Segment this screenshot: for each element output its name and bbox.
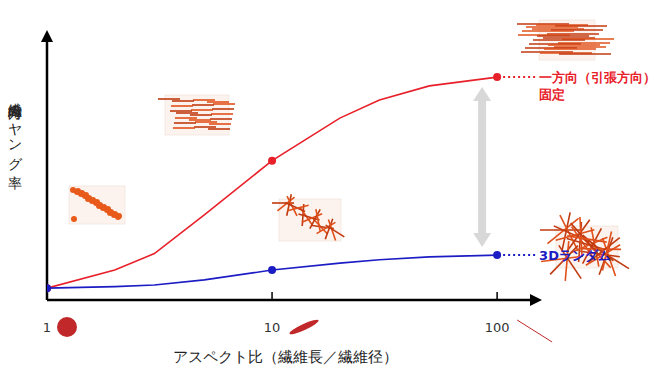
illustration-fiber: [193, 99, 215, 101]
fiber-icon: [517, 320, 552, 342]
illustration-fiber: [208, 128, 230, 130]
illustration-fiber: [544, 48, 596, 50]
illustration-fiber: [316, 209, 320, 231]
illustration-fiber: [210, 118, 232, 120]
illustration: [272, 194, 344, 241]
illustration: [69, 186, 125, 224]
illustration-particle: [116, 213, 122, 219]
chart-svg: 1 10 100 アスペクト比（繊維長／繊維径） 一方向（引張方向） 固定 3Dランダム: [0, 0, 658, 385]
illustrations: [69, 20, 629, 281]
illustration-particle: [105, 206, 111, 212]
gap-arrow: [478, 99, 486, 235]
illustration-fiber: [559, 53, 611, 55]
illustration-fiber: [212, 108, 234, 110]
illustration-fiber: [213, 103, 235, 105]
x-axis-arrow: [530, 294, 542, 306]
illustration: [540, 212, 629, 280]
illustration-fiber: [207, 101, 229, 103]
series-label: 3Dランダム: [539, 248, 611, 263]
leader-line: [503, 254, 535, 256]
y-axis-label: 繊維方向のヤング率: [6, 92, 24, 165]
illustration-fiber: [567, 236, 607, 242]
y-axis-arrow: [41, 30, 53, 42]
x-tick-label: 100: [485, 320, 510, 335]
illustration: [158, 95, 235, 135]
x-tick: [496, 292, 498, 300]
series-label-line: 固定: [539, 87, 565, 102]
illustration-fiber: [548, 44, 600, 46]
series-line: [47, 77, 497, 288]
illustration-box: [165, 95, 229, 135]
illustration-fiber: [537, 35, 589, 37]
chart-root: 1 10 100 アスペクト比（繊維長／繊維径） 一方向（引張方向） 固定 3Dランダム 繊…: [0, 0, 658, 385]
series-label-line: 3Dランダム: [539, 248, 611, 263]
illustration-fiber: [192, 104, 214, 106]
x-axis: [47, 299, 530, 302]
x-tick-label: 1: [43, 320, 51, 335]
illustration-fiber: [176, 112, 198, 114]
illustration-fiber: [190, 114, 212, 116]
illustration-fiber: [173, 127, 195, 129]
y-axis: [46, 42, 49, 300]
illustration-fiber: [287, 205, 308, 211]
leader-line: [503, 76, 535, 78]
series-point: [47, 284, 51, 292]
series-point: [493, 251, 501, 259]
illustration-fiber: [522, 30, 574, 32]
plot-area: [47, 73, 501, 292]
series-point: [47, 284, 51, 292]
series-line: [47, 255, 497, 288]
series-point: [268, 157, 276, 165]
illustration-fiber: [302, 214, 322, 223]
illustration-fiber: [211, 113, 233, 115]
illustration-fiber: [195, 121, 217, 123]
gap-arrow-head: [473, 233, 491, 247]
series-label-line: 一方向（引張方向）: [539, 70, 656, 85]
illustration: [517, 20, 614, 60]
illustration-fiber: [533, 39, 585, 41]
series-point: [268, 266, 276, 274]
x-tick: [46, 292, 48, 300]
fiber-icon: [288, 318, 320, 337]
illustration-fiber: [189, 119, 211, 121]
illustration-fiber: [526, 26, 578, 28]
illustration-fiber: [172, 100, 194, 102]
illustration-fiber: [209, 123, 231, 125]
illustration-box: [69, 186, 125, 224]
series-point: [493, 73, 501, 81]
sphere-icon: [57, 317, 77, 337]
x-axis-label: アスペクト比（繊維長／繊維径）: [173, 348, 398, 366]
illustration-particle: [83, 192, 89, 198]
illustration-particle: [94, 199, 100, 205]
illustration-fiber: [175, 117, 197, 119]
illustration-particle: [71, 216, 77, 222]
illustration-fiber: [326, 225, 345, 237]
x-tick-label: 10: [264, 320, 281, 335]
series-label: 一方向（引張方向） 固定: [539, 70, 656, 102]
gap-arrow-head: [473, 87, 491, 101]
illustration-fiber: [174, 122, 196, 124]
x-tick: [271, 292, 273, 300]
illustration-fiber: [171, 105, 193, 107]
illustration-fiber: [170, 110, 192, 112]
illustration-fiber: [194, 126, 216, 128]
illustration-fiber: [191, 109, 213, 111]
illustration-fiber: [158, 98, 180, 100]
